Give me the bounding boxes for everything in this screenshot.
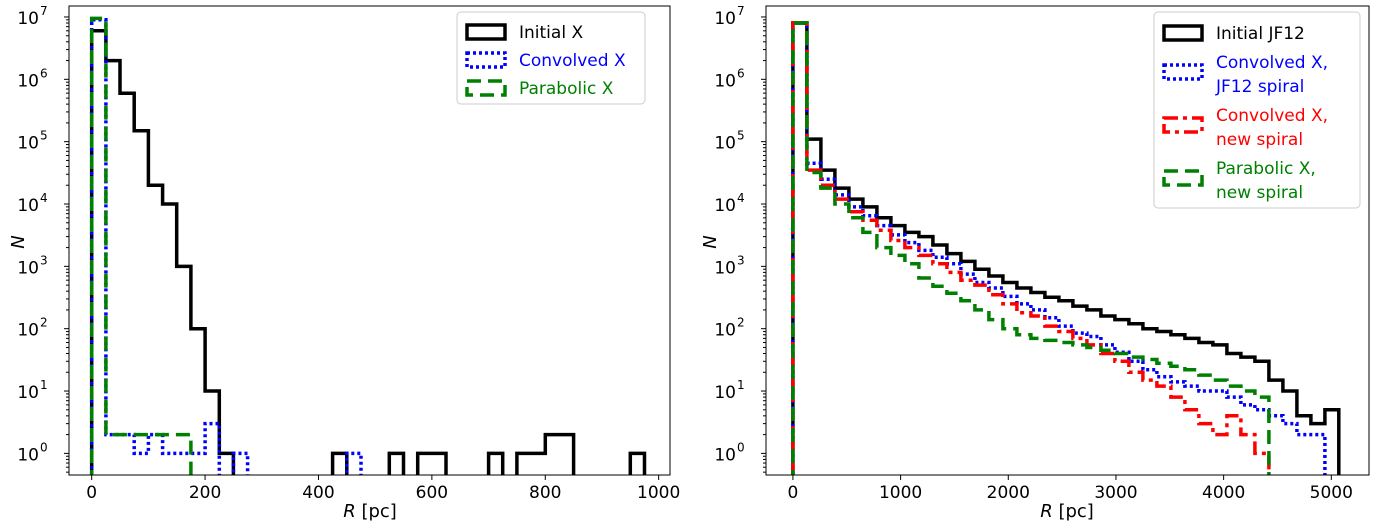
y-tick-exponent: 5 bbox=[737, 129, 745, 143]
legend-handle bbox=[1162, 169, 1204, 187]
y-tick-label: 10 bbox=[17, 321, 39, 341]
series-1-histogram bbox=[89, 18, 363, 475]
y-tick-label: 10 bbox=[17, 196, 39, 216]
left-x-axis-label: R [pc] bbox=[343, 501, 397, 522]
legend-handle bbox=[465, 23, 507, 41]
legend-handle bbox=[1162, 63, 1204, 81]
series-3-histogram bbox=[791, 21, 1271, 475]
legend-handle bbox=[465, 79, 507, 97]
y-tick-exponent: 1 bbox=[737, 378, 745, 392]
legend-label: Parabolic X, bbox=[1216, 159, 1316, 179]
y-tick-exponent: 3 bbox=[40, 253, 48, 267]
series-0-histogram bbox=[89, 29, 647, 475]
right-x-axis-label: R [pc] bbox=[1040, 501, 1094, 522]
legend-label: Convolved X, bbox=[1216, 53, 1328, 73]
right-legend: Initial JF12 Convolved X, JF12 spiral Convo… bbox=[1153, 11, 1361, 209]
y-tick-exponent: 7 bbox=[40, 4, 48, 18]
y-tick-label: 10 bbox=[714, 258, 736, 278]
legend-handle bbox=[465, 51, 507, 69]
x-tick-label: 2000 bbox=[987, 483, 1030, 503]
y-tick-label: 10 bbox=[714, 196, 736, 216]
y-tick-label: 10 bbox=[17, 258, 39, 278]
x-tick-label: 3000 bbox=[1094, 483, 1137, 503]
x-tick-label: 600 bbox=[416, 483, 448, 503]
y-tick-exponent: 4 bbox=[40, 191, 48, 205]
y-tick-exponent: 1 bbox=[40, 378, 48, 392]
legend-label: Convolved X bbox=[519, 51, 626, 71]
y-tick-label: 10 bbox=[714, 321, 736, 341]
x-tick-label: 0 bbox=[788, 483, 799, 503]
left-x-ticks: 0 200 400 600 800 1000 bbox=[86, 475, 680, 503]
x-tick-label: 400 bbox=[302, 483, 334, 503]
y-tick-exponent: 3 bbox=[737, 253, 745, 267]
legend-label: new spiral bbox=[1216, 130, 1303, 150]
y-tick-label: 10 bbox=[714, 134, 736, 154]
y-tick-label: 10 bbox=[714, 9, 736, 29]
x-tick-label: 0 bbox=[86, 483, 97, 503]
y-tick-label: 10 bbox=[714, 445, 736, 465]
y-tick-exponent: 6 bbox=[737, 66, 745, 80]
y-tick-exponent: 2 bbox=[737, 316, 745, 330]
right-x-ticks: 0 1000 2000 3000 4000 5000 bbox=[788, 475, 1353, 503]
left-legend: Initial X Convolved X Parabolic X bbox=[456, 11, 646, 105]
y-tick-exponent: 6 bbox=[40, 66, 48, 80]
right-y-axis-label: N bbox=[700, 235, 721, 248]
y-tick-label: 10 bbox=[714, 383, 736, 403]
left-y-axis-label: N bbox=[8, 235, 29, 248]
y-tick-exponent: 4 bbox=[737, 191, 745, 205]
series-0-histogram bbox=[791, 21, 1341, 475]
y-tick-exponent: 0 bbox=[40, 440, 48, 454]
left-axes-frame bbox=[68, 5, 671, 476]
x-tick-label: 1000 bbox=[879, 483, 922, 503]
y-tick-exponent: 5 bbox=[40, 129, 48, 143]
y-tick-exponent: 7 bbox=[737, 4, 745, 18]
x-tick-label: 800 bbox=[529, 483, 561, 503]
right-series-group bbox=[791, 21, 1341, 475]
legend-handle bbox=[1162, 116, 1204, 134]
y-tick-label: 10 bbox=[17, 445, 39, 465]
x-tick-label: 5000 bbox=[1310, 483, 1353, 503]
legend-label: Convolved X, bbox=[1216, 106, 1328, 126]
legend-label: JF12 spiral bbox=[1215, 77, 1304, 97]
y-tick-label: 10 bbox=[17, 383, 39, 403]
left-histogram-panel: 0 200 400 600 800 1000 10 010 110 210 310 410 510 61… bbox=[8, 4, 680, 522]
legend-label: Initial JF12 bbox=[1216, 24, 1305, 44]
y-tick-exponent: 2 bbox=[40, 316, 48, 330]
left-series-group bbox=[89, 16, 647, 475]
x-tick-label: 4000 bbox=[1202, 483, 1245, 503]
right-axes-frame bbox=[765, 5, 1370, 476]
x-tick-label: 200 bbox=[189, 483, 221, 503]
y-tick-label: 10 bbox=[17, 9, 39, 29]
x-tick-label: 1000 bbox=[637, 483, 680, 503]
legend-label: new spiral bbox=[1216, 183, 1303, 203]
legend-label: Parabolic X bbox=[519, 79, 614, 99]
y-tick-exponent: 0 bbox=[737, 440, 745, 454]
series-2-histogram bbox=[89, 16, 193, 475]
series-2-histogram bbox=[791, 21, 1271, 475]
legend-handle bbox=[1162, 24, 1204, 42]
y-tick-label: 10 bbox=[714, 71, 736, 91]
y-tick-label: 10 bbox=[17, 71, 39, 91]
y-tick-label: 10 bbox=[17, 134, 39, 154]
right-legend-box bbox=[1153, 11, 1361, 209]
legend-label: Initial X bbox=[519, 23, 583, 43]
